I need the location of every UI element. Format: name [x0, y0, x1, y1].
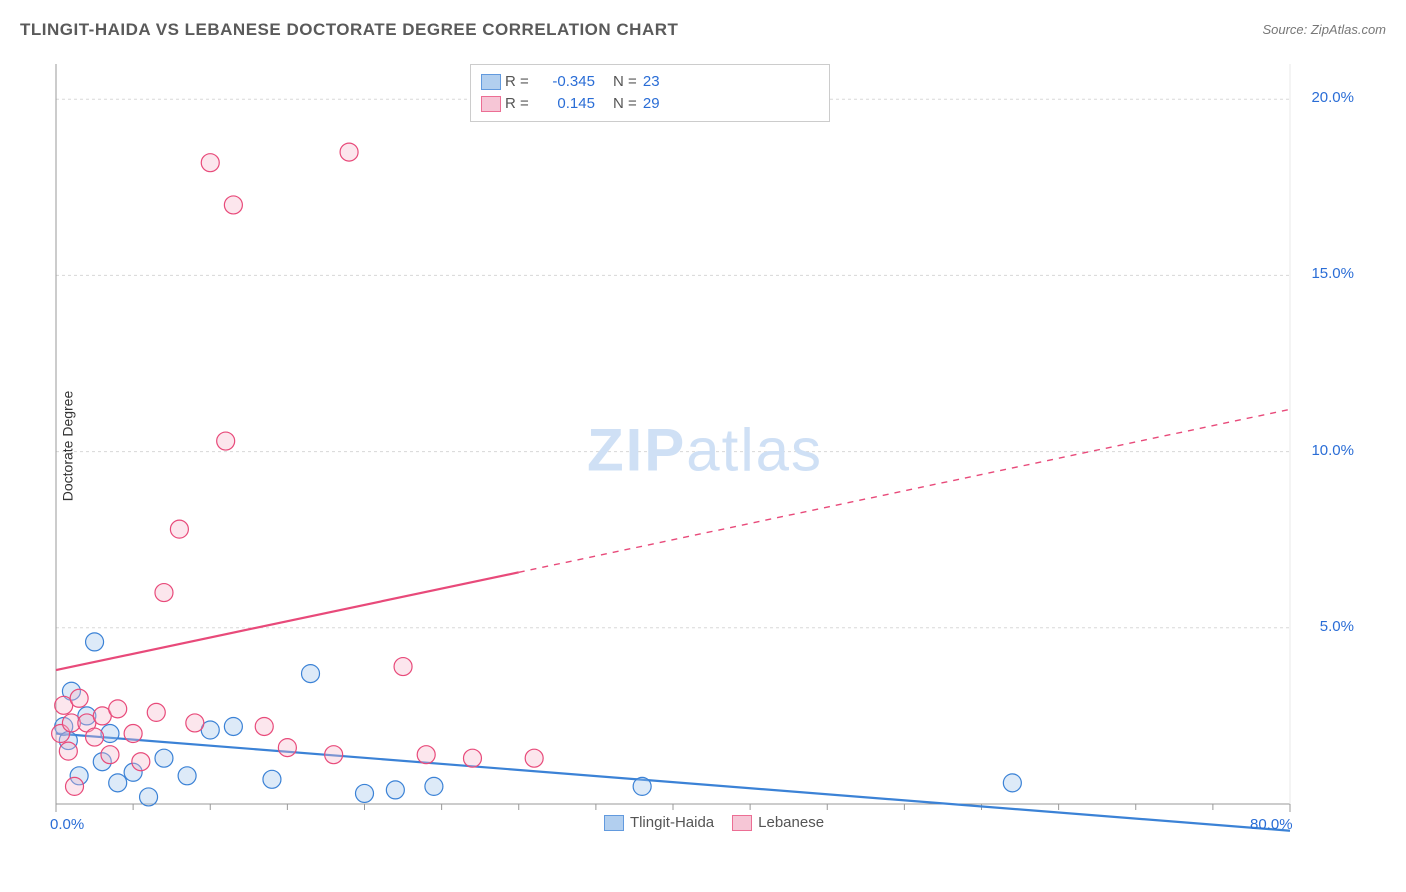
legend-swatch	[732, 815, 752, 831]
legend-series-label: Lebanese	[758, 814, 824, 831]
scatter-svg	[50, 60, 1360, 840]
legend-row: R = 0.145 N = 29	[481, 93, 819, 115]
chart-title: TLINGIT-HAIDA VS LEBANESE DOCTORATE DEGR…	[20, 20, 678, 39]
n-label: N =	[613, 73, 641, 90]
y-tick-label: 20.0%	[1294, 89, 1354, 106]
n-label: N =	[613, 95, 641, 112]
plot-area: ZIPatlas R = -0.345N = 23R = 0.145N = 29…	[50, 60, 1360, 840]
x-tick-label: 80.0%	[1250, 816, 1293, 833]
n-value: 23	[643, 73, 660, 90]
r-label: R =	[505, 95, 533, 112]
y-tick-label: 10.0%	[1294, 442, 1354, 459]
r-value: 0.145	[535, 93, 595, 115]
legend-series-label: Tlingit-Haida	[630, 814, 714, 831]
r-label: R =	[505, 73, 533, 90]
legend-row: R = -0.345 N = 23	[481, 71, 819, 93]
y-tick-label: 5.0%	[1294, 618, 1354, 635]
legend-swatch	[604, 815, 624, 831]
chart-header: TLINGIT-HAIDA VS LEBANESE DOCTORATE DEGR…	[20, 20, 1386, 50]
series-legend: Tlingit-Haida Lebanese	[50, 814, 1360, 842]
n-value: 29	[643, 95, 660, 112]
x-tick-label: 0.0%	[50, 816, 84, 833]
legend-swatch	[481, 74, 501, 90]
legend-swatch	[481, 96, 501, 112]
correlation-legend: R = -0.345 N = 23 R = 0.145 N = 29	[470, 64, 830, 122]
source-label: Source: ZipAtlas.com	[1262, 22, 1386, 37]
r-value: -0.345	[535, 71, 595, 93]
y-tick-label: 15.0%	[1294, 265, 1354, 282]
